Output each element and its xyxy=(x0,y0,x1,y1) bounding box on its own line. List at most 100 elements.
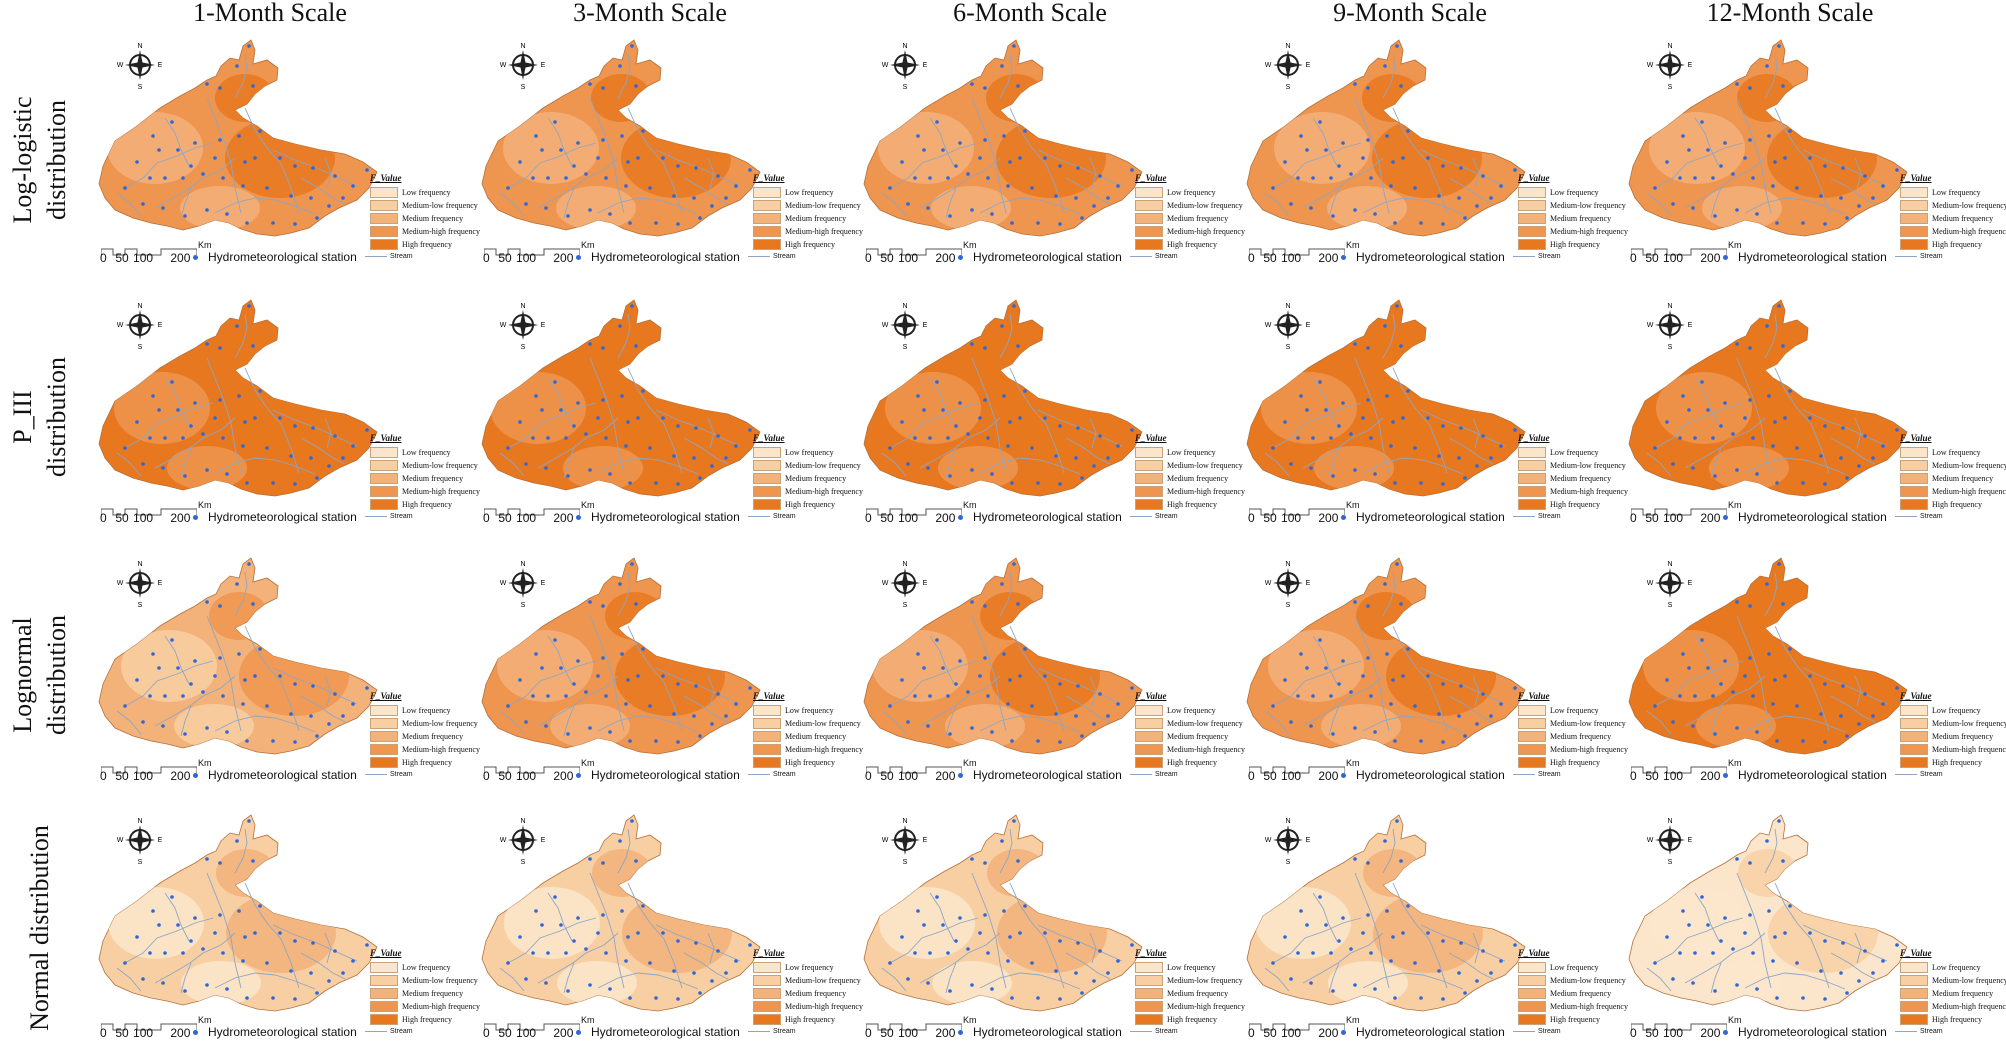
legend-swatch xyxy=(1135,473,1163,484)
station-point xyxy=(148,176,152,180)
legend-swatch xyxy=(370,499,398,510)
legend-label: Medium frequency xyxy=(1167,989,1229,998)
station-point xyxy=(604,176,608,180)
stream-line xyxy=(979,715,1081,733)
map-panel: N S W E F_Value Low frequency Medium-low frequ… xyxy=(95,290,480,540)
station-point xyxy=(1419,996,1423,1000)
f-value-legend: F_Value Low frequency Medium-low frequency… xyxy=(370,173,480,251)
station-point xyxy=(584,172,588,176)
compass-n: N xyxy=(1285,561,1290,568)
frequency-zone xyxy=(1761,636,1871,716)
stream-line xyxy=(214,715,316,733)
station-point xyxy=(251,602,255,606)
legend-item: Medium-low frequency xyxy=(1900,199,2006,212)
legend-label: Medium frequency xyxy=(1932,214,1994,223)
station-point xyxy=(1331,214,1335,218)
stream-line xyxy=(124,917,214,964)
legend-item: Medium-low frequency xyxy=(370,459,480,472)
station-point xyxy=(1296,436,1300,440)
legend-label: Low frequency xyxy=(1167,448,1216,457)
legend-swatch xyxy=(1135,447,1163,458)
legend-label: Medium-low frequency xyxy=(1167,461,1243,470)
station-point xyxy=(628,481,632,485)
stream-label: Stream xyxy=(390,513,413,520)
scale-unit: Km xyxy=(198,758,212,768)
legend-swatch xyxy=(753,757,781,768)
station-point xyxy=(1681,909,1685,913)
station-point xyxy=(1391,160,1395,164)
station-point xyxy=(253,156,257,160)
scale-numbers: 0 50 100 200 xyxy=(1630,1026,1721,1040)
station-point xyxy=(1341,659,1345,663)
station-point xyxy=(596,674,600,678)
station-point xyxy=(888,704,892,708)
station-point xyxy=(986,951,990,955)
f-value-legend: F_Value Low frequency Medium-low frequency… xyxy=(1518,173,1628,251)
stream-line xyxy=(507,917,597,964)
station-point xyxy=(1755,987,1759,991)
stream-line xyxy=(1736,357,1772,474)
study-area-map xyxy=(863,814,1143,1012)
legend-label: High frequency xyxy=(1167,1015,1217,1024)
station-point xyxy=(293,222,297,226)
station-point xyxy=(1839,714,1843,718)
station-point xyxy=(1881,959,1885,963)
station-point xyxy=(524,720,528,724)
station-point xyxy=(1318,120,1322,124)
station-point xyxy=(218,656,222,660)
stream-line xyxy=(507,142,597,189)
stream-line-icon xyxy=(1895,773,1917,775)
station-point xyxy=(588,468,592,472)
legend-item: Medium-high frequency xyxy=(1900,743,2006,756)
stream-line xyxy=(1694,892,1720,942)
station-point xyxy=(135,420,139,424)
station-point xyxy=(576,659,580,663)
station-point xyxy=(1074,971,1078,975)
legend-item: Medium frequency xyxy=(1518,212,1628,225)
station-point xyxy=(1475,979,1479,983)
station-point xyxy=(123,961,127,965)
station-point xyxy=(1395,819,1399,823)
stream-line xyxy=(1420,924,1506,962)
station-point xyxy=(181,436,185,440)
legend-item: Low frequency xyxy=(1518,186,1628,199)
station-point xyxy=(1719,682,1723,686)
station-point xyxy=(1373,472,1377,476)
stream-line xyxy=(1037,924,1123,962)
station-point xyxy=(1706,148,1710,152)
station-point xyxy=(141,462,145,466)
f-value-legend: F_Value Low frequency Medium-low frequency… xyxy=(1518,948,1628,1026)
frequency-zone xyxy=(872,630,968,702)
stream-line xyxy=(1009,625,1065,732)
station-point xyxy=(351,184,355,188)
station-point xyxy=(1441,740,1445,744)
station-point xyxy=(1311,694,1315,698)
station-point xyxy=(1098,174,1102,178)
station-point xyxy=(1299,134,1303,138)
station-point xyxy=(986,694,990,698)
legend-swatch xyxy=(1900,499,1928,510)
scale-unit: Km xyxy=(1728,758,1742,768)
compass-w: W xyxy=(1647,580,1654,587)
station-point xyxy=(648,704,652,708)
frequency-zone xyxy=(563,446,643,490)
legend-label: High frequency xyxy=(785,758,835,767)
station-legend: Hydrometeorological station xyxy=(1341,250,1505,264)
stream-line xyxy=(627,882,683,989)
station-point xyxy=(1743,156,1747,160)
station-point xyxy=(1773,678,1777,682)
station-point xyxy=(576,141,580,145)
station-point xyxy=(1098,949,1102,953)
legend-label: Medium-low frequency xyxy=(1932,461,2006,470)
station-point xyxy=(1489,971,1493,975)
station-point xyxy=(634,84,638,88)
legend-swatch xyxy=(1518,1001,1546,1012)
scale-bar xyxy=(865,761,963,774)
station-point xyxy=(588,857,592,861)
stream-line xyxy=(889,402,979,449)
station-point xyxy=(641,129,645,133)
scale-bar xyxy=(483,243,581,256)
scale-bar xyxy=(1248,1018,1346,1031)
stream-label: Stream xyxy=(1155,771,1178,778)
